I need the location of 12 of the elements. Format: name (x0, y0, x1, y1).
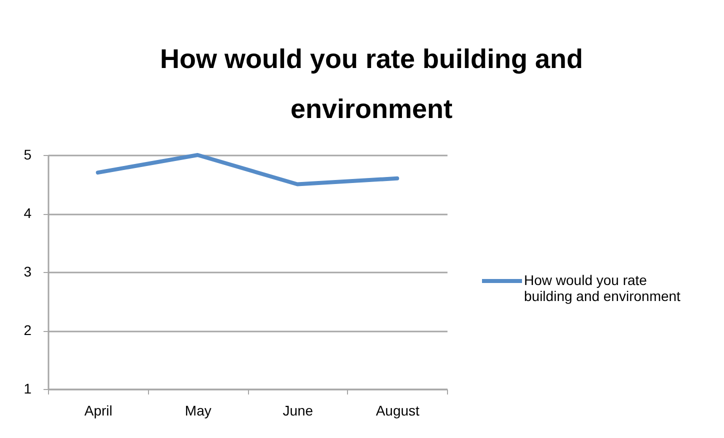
x-tick-label: August (376, 402, 420, 418)
y-tick-label: 3 (24, 264, 32, 280)
legend-label: How would you rate building and environment (524, 272, 681, 304)
chart-title: How would you rate building and environment (160, 44, 583, 124)
x-tick-label: June (282, 402, 314, 418)
x-tick-label: April (84, 402, 112, 418)
x-tick-label: May (184, 402, 212, 418)
y-tick-label: 1 (24, 380, 32, 396)
line-series (96, 153, 400, 186)
y-tick-label: 2 (24, 322, 32, 338)
y-tick-label: 4 (24, 205, 32, 221)
y-tick-label: 5 (24, 146, 32, 162)
